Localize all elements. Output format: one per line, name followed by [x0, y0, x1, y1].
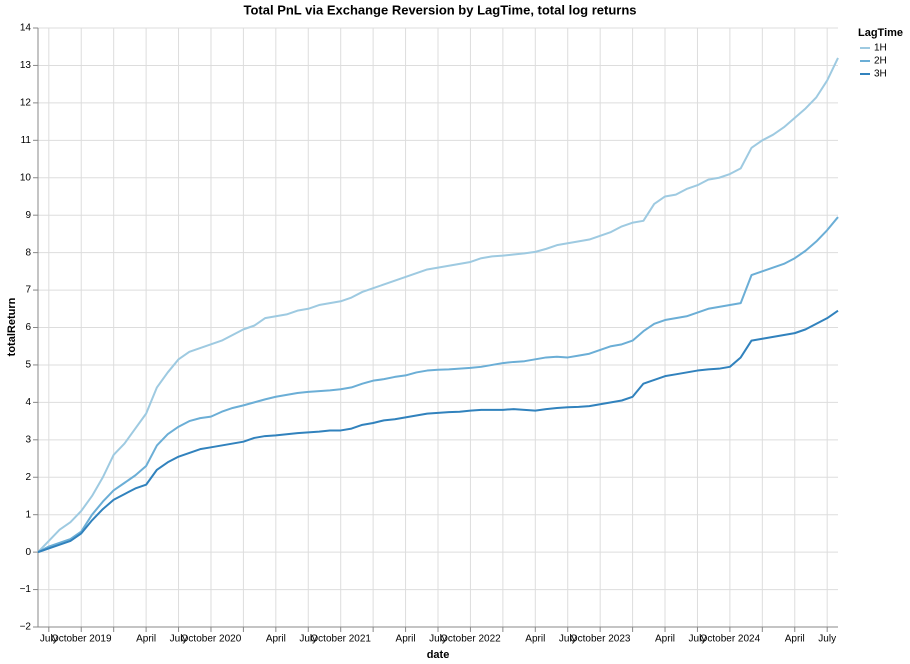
y-tick-label: 8 — [25, 247, 31, 258]
y-axis-title: totalReturn — [6, 297, 18, 356]
y-tick-label: 10 — [20, 172, 32, 183]
x-tick-label: July — [40, 634, 58, 645]
y-tick-label: 14 — [20, 23, 32, 34]
x-tick-label: October 2024 — [700, 634, 761, 645]
y-tick-label: 13 — [20, 60, 32, 71]
chart-title: Total PnL via Exchange Reversion by LagT… — [244, 2, 637, 17]
y-tick-label: 12 — [20, 98, 32, 109]
x-tick-label: July — [559, 634, 577, 645]
legend-title: LagTime — [858, 27, 903, 39]
x-tick-label: April — [396, 634, 416, 645]
x-tick-label: October 2021 — [310, 634, 371, 645]
x-tick-label: October 2020 — [181, 634, 242, 645]
y-tick-label: 4 — [25, 397, 31, 408]
x-tick-label: April — [525, 634, 545, 645]
y-tick-label: −2 — [20, 622, 32, 633]
x-tick-label: July — [299, 634, 317, 645]
legend-label: 3H — [874, 69, 887, 80]
y-tick-label: 7 — [25, 285, 31, 296]
x-tick-label: October 2019 — [51, 634, 112, 645]
y-tick-label: 11 — [21, 135, 32, 146]
x-tick-label: July — [818, 634, 836, 645]
series-line — [37, 216, 839, 554]
y-tick-label: 3 — [25, 434, 31, 445]
y-tick-label: 1 — [25, 509, 31, 520]
x-tick-label: April — [266, 634, 286, 645]
series-line — [37, 309, 839, 554]
y-tick-label: −1 — [20, 584, 32, 595]
x-tick-label: July — [689, 634, 707, 645]
series-line — [37, 57, 839, 553]
x-tick-label: October 2022 — [440, 634, 501, 645]
legend-label: 2H — [874, 56, 887, 67]
x-tick-label: July — [170, 634, 188, 645]
y-tick-label: 0 — [25, 547, 31, 558]
y-tick-label: 2 — [25, 472, 31, 483]
x-tick-label: July — [429, 634, 447, 645]
y-tick-label: 5 — [25, 360, 31, 371]
x-tick-label: April — [655, 634, 675, 645]
y-tick-label: 9 — [25, 210, 31, 221]
x-tick-label: April — [136, 634, 156, 645]
grid — [38, 27, 838, 628]
x-tick-label: April — [785, 634, 805, 645]
y-tick-label: 6 — [25, 322, 31, 333]
legend-label: 1H — [874, 43, 887, 54]
x-tick-label: October 2023 — [570, 634, 631, 645]
x-axis-title: date — [427, 649, 450, 661]
